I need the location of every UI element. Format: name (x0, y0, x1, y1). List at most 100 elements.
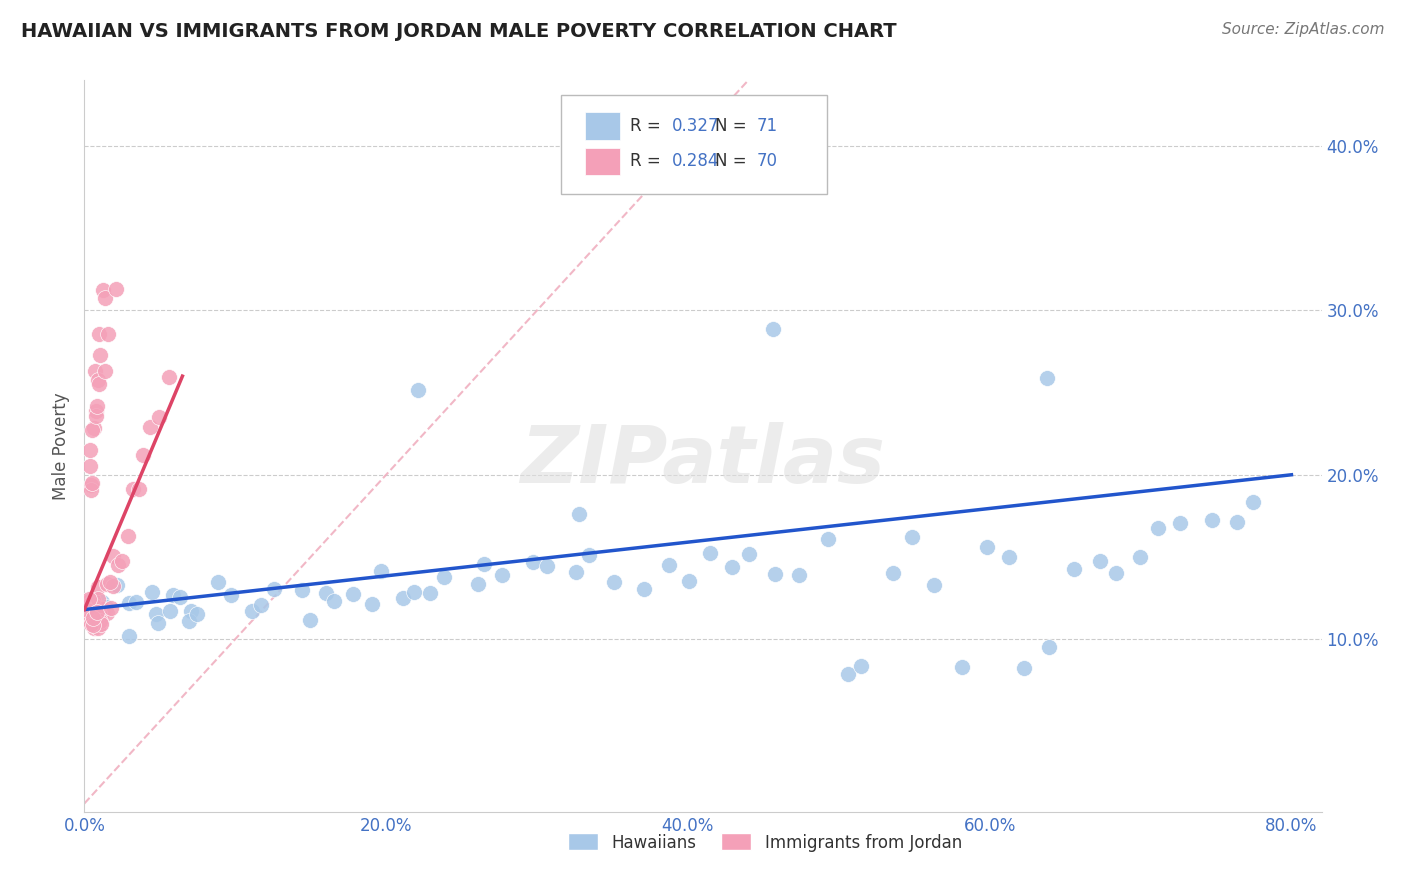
Point (522, 555, 544, 569)
Point (90, 616, 112, 631)
Point (84, 603, 107, 617)
Point (678, 574, 700, 588)
FancyBboxPatch shape (561, 95, 827, 194)
Point (125, 595, 148, 609)
Point (82, 593, 104, 607)
Point (323, 594, 346, 608)
Point (77, 613, 100, 627)
Point (94, 364, 117, 378)
Point (87, 592, 110, 607)
Point (107, 578, 129, 592)
Point (360, 597, 382, 611)
Point (80, 617, 103, 632)
Point (141, 585, 163, 599)
Point (186, 607, 208, 621)
Point (1129, 550, 1152, 565)
Point (86, 621, 108, 635)
Point (128, 482, 150, 496)
Point (240, 604, 263, 618)
Point (342, 587, 364, 601)
Point (91, 605, 114, 619)
Point (402, 584, 425, 599)
Point (1226, 516, 1249, 530)
Point (901, 530, 924, 544)
Point (1147, 521, 1170, 535)
Point (1036, 370, 1059, 384)
Point (94, 291, 117, 305)
Point (75, 599, 97, 614)
Point (86, 607, 108, 621)
Point (89, 614, 111, 628)
Point (90, 615, 112, 629)
Point (80, 423, 103, 437)
Point (578, 548, 600, 562)
Point (145, 607, 167, 621)
Point (738, 548, 761, 562)
Point (84, 364, 107, 378)
Point (787, 567, 810, 582)
Point (87, 376, 110, 391)
Point (101, 549, 124, 563)
Point (263, 582, 285, 596)
Point (90, 595, 112, 609)
Point (79, 592, 101, 607)
Point (89, 606, 111, 620)
Point (86, 605, 108, 619)
Point (1170, 516, 1192, 531)
Point (117, 529, 139, 543)
Point (1038, 640, 1060, 654)
Point (111, 554, 134, 568)
Point (837, 667, 859, 681)
Point (76, 603, 98, 617)
Point (117, 596, 139, 610)
Point (80, 610, 103, 624)
Text: Source: ZipAtlas.com: Source: ZipAtlas.com (1222, 22, 1385, 37)
Point (91, 283, 114, 297)
Point (79, 598, 101, 612)
Point (84, 615, 107, 630)
Text: 0.284: 0.284 (672, 152, 720, 169)
Y-axis label: Male Poverty: Male Poverty (52, 392, 70, 500)
Point (79, 443, 101, 458)
Point (98, 575, 121, 590)
Text: N =: N = (716, 117, 752, 135)
Point (101, 580, 124, 594)
Point (849, 658, 872, 673)
Text: R =: R = (630, 117, 666, 135)
Point (146, 615, 169, 630)
Point (83, 602, 105, 616)
Point (96, 599, 118, 614)
Point (100, 601, 122, 615)
Point (298, 613, 321, 627)
Point (89, 348, 111, 362)
Text: ZIPatlas: ZIPatlas (520, 422, 886, 500)
Point (950, 660, 973, 674)
Point (82, 611, 104, 625)
Point (1088, 554, 1111, 568)
Point (180, 603, 202, 617)
Text: R =: R = (630, 152, 666, 169)
Point (169, 591, 191, 605)
Text: 70: 70 (756, 152, 778, 169)
Point (976, 540, 998, 554)
Point (882, 566, 904, 580)
Point (177, 614, 200, 628)
Point (763, 566, 786, 581)
Point (139, 420, 162, 434)
Point (84, 404, 107, 418)
Point (83, 420, 105, 434)
Point (84, 599, 107, 613)
Point (491, 567, 513, 582)
Point (79, 483, 101, 497)
Point (536, 559, 558, 574)
Point (93, 602, 115, 616)
Point (148, 409, 170, 424)
Text: HAWAIIAN VS IMMIGRANTS FROM JORDAN MALE POVERTY CORRELATION CHART: HAWAIIAN VS IMMIGRANTS FROM JORDAN MALE … (21, 22, 897, 41)
Text: 71: 71 (756, 117, 778, 135)
Point (315, 585, 337, 599)
Point (107, 558, 129, 572)
Point (406, 383, 429, 397)
Point (699, 546, 721, 560)
Point (96, 576, 118, 591)
Point (720, 559, 742, 574)
